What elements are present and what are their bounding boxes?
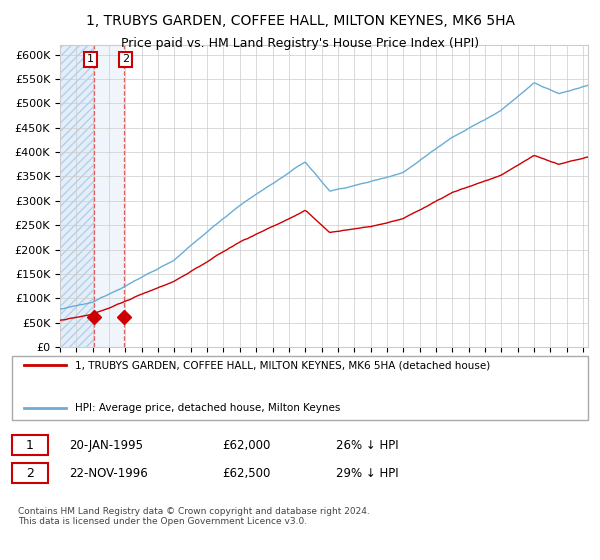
Text: 1: 1 — [26, 438, 34, 452]
Text: 1, TRUBYS GARDEN, COFFEE HALL, MILTON KEYNES, MK6 5HA (detached house): 1, TRUBYS GARDEN, COFFEE HALL, MILTON KE… — [75, 360, 490, 370]
Text: 26% ↓ HPI: 26% ↓ HPI — [336, 438, 398, 452]
Text: 22-NOV-1996: 22-NOV-1996 — [69, 466, 148, 480]
Bar — [60, 45, 94, 347]
Text: £62,000: £62,000 — [222, 438, 271, 452]
Text: 2: 2 — [122, 54, 129, 64]
Text: Price paid vs. HM Land Registry's House Price Index (HPI): Price paid vs. HM Land Registry's House … — [121, 38, 479, 50]
Text: HPI: Average price, detached house, Milton Keynes: HPI: Average price, detached house, Milt… — [75, 403, 340, 413]
Text: 2: 2 — [26, 466, 34, 480]
Text: 1: 1 — [87, 54, 94, 64]
Bar — [94, 45, 124, 347]
Text: £62,500: £62,500 — [222, 466, 271, 480]
Text: Contains HM Land Registry data © Crown copyright and database right 2024.
This d: Contains HM Land Registry data © Crown c… — [18, 507, 370, 526]
Text: 20-JAN-1995: 20-JAN-1995 — [69, 438, 143, 452]
Text: 29% ↓ HPI: 29% ↓ HPI — [336, 466, 398, 480]
Text: 1, TRUBYS GARDEN, COFFEE HALL, MILTON KEYNES, MK6 5HA: 1, TRUBYS GARDEN, COFFEE HALL, MILTON KE… — [86, 14, 515, 28]
